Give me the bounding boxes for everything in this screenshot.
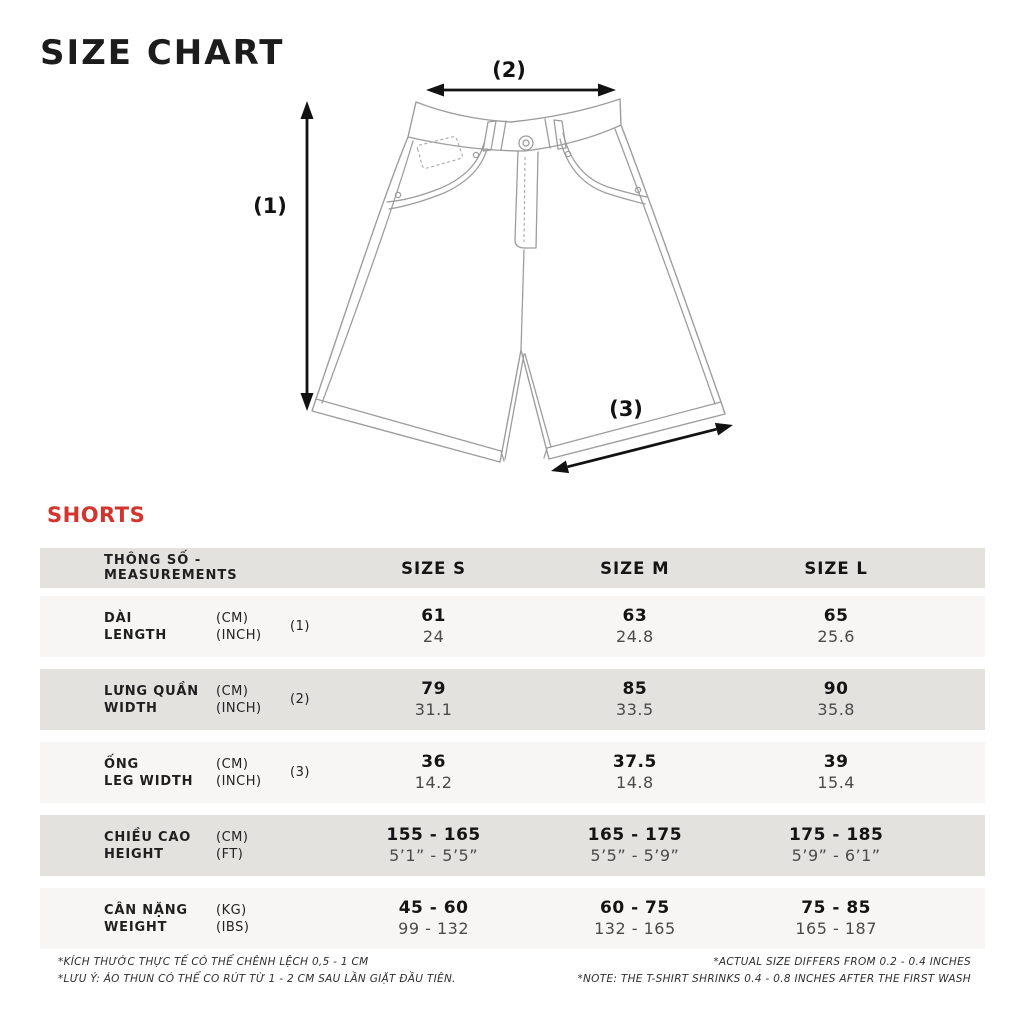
value-inch: 24 — [422, 627, 445, 646]
table-row-leg-width: ỐNG LEG WIDTH (CM) (INCH) (3) 36 14.2 37… — [40, 742, 985, 803]
arrow-length-1: (1) — [253, 101, 314, 411]
value-inch: 14.8 — [616, 773, 654, 792]
value-cm: 175 - 185 — [788, 825, 884, 845]
value-lbs: 165 - 187 — [795, 919, 877, 938]
shorts-fly-and-button — [514, 135, 539, 351]
table-row-weight: CÂN NẶNG WEIGHT (KG) (IBS) 45 - 60 99 - … — [40, 888, 985, 949]
measurement-name-en: HEIGHT — [104, 846, 164, 862]
measurement-unit-bottom: (INCH) — [216, 627, 262, 643]
value-inch: 25.6 — [817, 627, 855, 646]
measurement-unit-top: (CM) — [216, 756, 249, 772]
value-lbs: 99 - 132 — [398, 919, 469, 938]
measurement-name-en: LEG WIDTH — [104, 773, 194, 789]
measurement-name-en: WIDTH — [104, 700, 158, 716]
measurement-unit-bottom: (IBS) — [216, 919, 250, 935]
shorts-belt-loops — [482, 119, 567, 152]
measurement-unit-top: (CM) — [216, 829, 249, 845]
measurement-unit-top: (KG) — [216, 902, 247, 918]
footnote-left: *KÍCH THƯỚC THỰC TẾ CÓ THỂ CHÊNH LỆCH 0,… — [58, 954, 456, 987]
table-header-row: THÔNG SỐ - MEASUREMENTS SIZE S SIZE M SI… — [40, 548, 985, 588]
value-kg: 60 - 75 — [600, 898, 670, 918]
dim-label-2: (2) — [492, 58, 526, 82]
measurement-name-vi: ỐNG — [104, 756, 140, 772]
header-measurements: THÔNG SỐ - MEASUREMENTS — [104, 553, 238, 583]
measurement-unit-bottom: (INCH) — [216, 773, 262, 789]
footnote-right-line2: *NOTE: THE T-SHIRT SHRINKS 0.4 - 0.8 INC… — [577, 972, 971, 985]
shorts-left-pocket — [386, 136, 488, 210]
value-cm: 65 — [823, 606, 849, 626]
shorts-diagram: (1) (2) (3) — [248, 55, 768, 505]
value-cm: 79 — [421, 679, 446, 699]
footnote-left-line1: *KÍCH THƯỚC THỰC TẾ CÓ THỂ CHÊNH LỆCH 0,… — [58, 956, 369, 968]
shorts-outline — [311, 98, 726, 463]
measurement-name-vi: CHIỀU CAO — [104, 829, 192, 845]
footnote-right-line1: *ACTUAL SIZE DIFFERS FROM 0.2 - 0.4 INCH… — [713, 956, 971, 968]
measurement-name-en: WEIGHT — [104, 919, 168, 935]
value-kg: 45 - 60 — [398, 898, 469, 918]
value-kg: 75 - 85 — [801, 898, 871, 918]
value-cm: 37.5 — [612, 752, 657, 772]
value-lbs: 132 - 165 — [594, 919, 676, 938]
value-inch: 31.1 — [414, 700, 453, 719]
size-table: THÔNG SỐ - MEASUREMENTS SIZE S SIZE M SI… — [40, 548, 985, 961]
measurement-name-vi: LƯNG QUẦN — [104, 683, 199, 699]
footnote-right: *ACTUAL SIZE DIFFERS FROM 0.2 - 0.4 INCH… — [577, 954, 971, 987]
value-cm: 85 — [622, 679, 648, 699]
header-size-m: SIZE M — [600, 558, 670, 578]
value-inch: 15.4 — [817, 773, 855, 792]
measurement-ref: (2) — [290, 692, 310, 707]
value-inch: 14.2 — [414, 773, 453, 792]
measurement-unit-top: (CM) — [216, 610, 249, 626]
value-cm: 63 — [622, 606, 648, 626]
shorts-right-pocket — [559, 132, 648, 205]
header-size-s: SIZE S — [401, 558, 467, 578]
value-inch: 24.8 — [616, 627, 654, 646]
section-label-shorts: SHORTS — [47, 503, 146, 527]
measurement-unit-bottom: (INCH) — [216, 700, 262, 716]
measurement-name-vi: CÂN NẶNG — [104, 902, 188, 918]
arrow-width-2: (2) — [426, 58, 616, 97]
measurement-name-vi: DÀI — [104, 610, 133, 626]
value-cm: 36 — [421, 752, 446, 772]
footnotes: *KÍCH THƯỚC THỰC TẾ CÓ THỂ CHÊNH LỆCH 0,… — [58, 954, 971, 987]
value-cm: 90 — [823, 679, 849, 699]
value-ft: 5’9” - 6’1” — [791, 846, 881, 865]
measurement-name-en: LENGTH — [104, 627, 168, 643]
table-row-height: CHIỀU CAO HEIGHT (CM) (FT) 155 - 165 5’1… — [40, 815, 985, 876]
value-cm: 61 — [421, 606, 446, 626]
value-cm: 155 - 165 — [386, 825, 481, 845]
table-row-width: LƯNG QUẦN WIDTH (CM) (INCH) (2) 79 31.1 … — [40, 669, 985, 730]
shorts-illustration: (1) (2) (3) — [253, 58, 733, 474]
arrow-leg-width-3: (3) — [551, 397, 733, 474]
value-inch: 33.5 — [616, 700, 654, 719]
value-ft: 5’5” - 5’9” — [590, 846, 680, 865]
measurement-ref: (1) — [290, 619, 310, 634]
value-cm: 165 - 175 — [587, 825, 683, 845]
measurement-ref: (3) — [290, 765, 310, 780]
value-cm: 39 — [823, 752, 849, 772]
footnote-left-line2: *LƯU Ý: ÁO THUN CÓ THỂ CO RÚT TỪ 1 - 2 C… — [58, 972, 456, 985]
page-title: SIZE CHART — [40, 33, 285, 73]
dim-label-3: (3) — [609, 397, 643, 421]
value-inch: 35.8 — [817, 700, 855, 719]
measurement-unit-top: (CM) — [216, 683, 249, 699]
measurement-unit-bottom: (FT) — [216, 846, 244, 862]
table-row-length: DÀI LENGTH (CM) (INCH) (1) 61 24 63 24.8… — [40, 596, 985, 657]
value-ft: 5’1” - 5’5” — [389, 846, 479, 865]
header-size-l: SIZE L — [804, 558, 868, 578]
dim-label-1: (1) — [253, 194, 287, 218]
